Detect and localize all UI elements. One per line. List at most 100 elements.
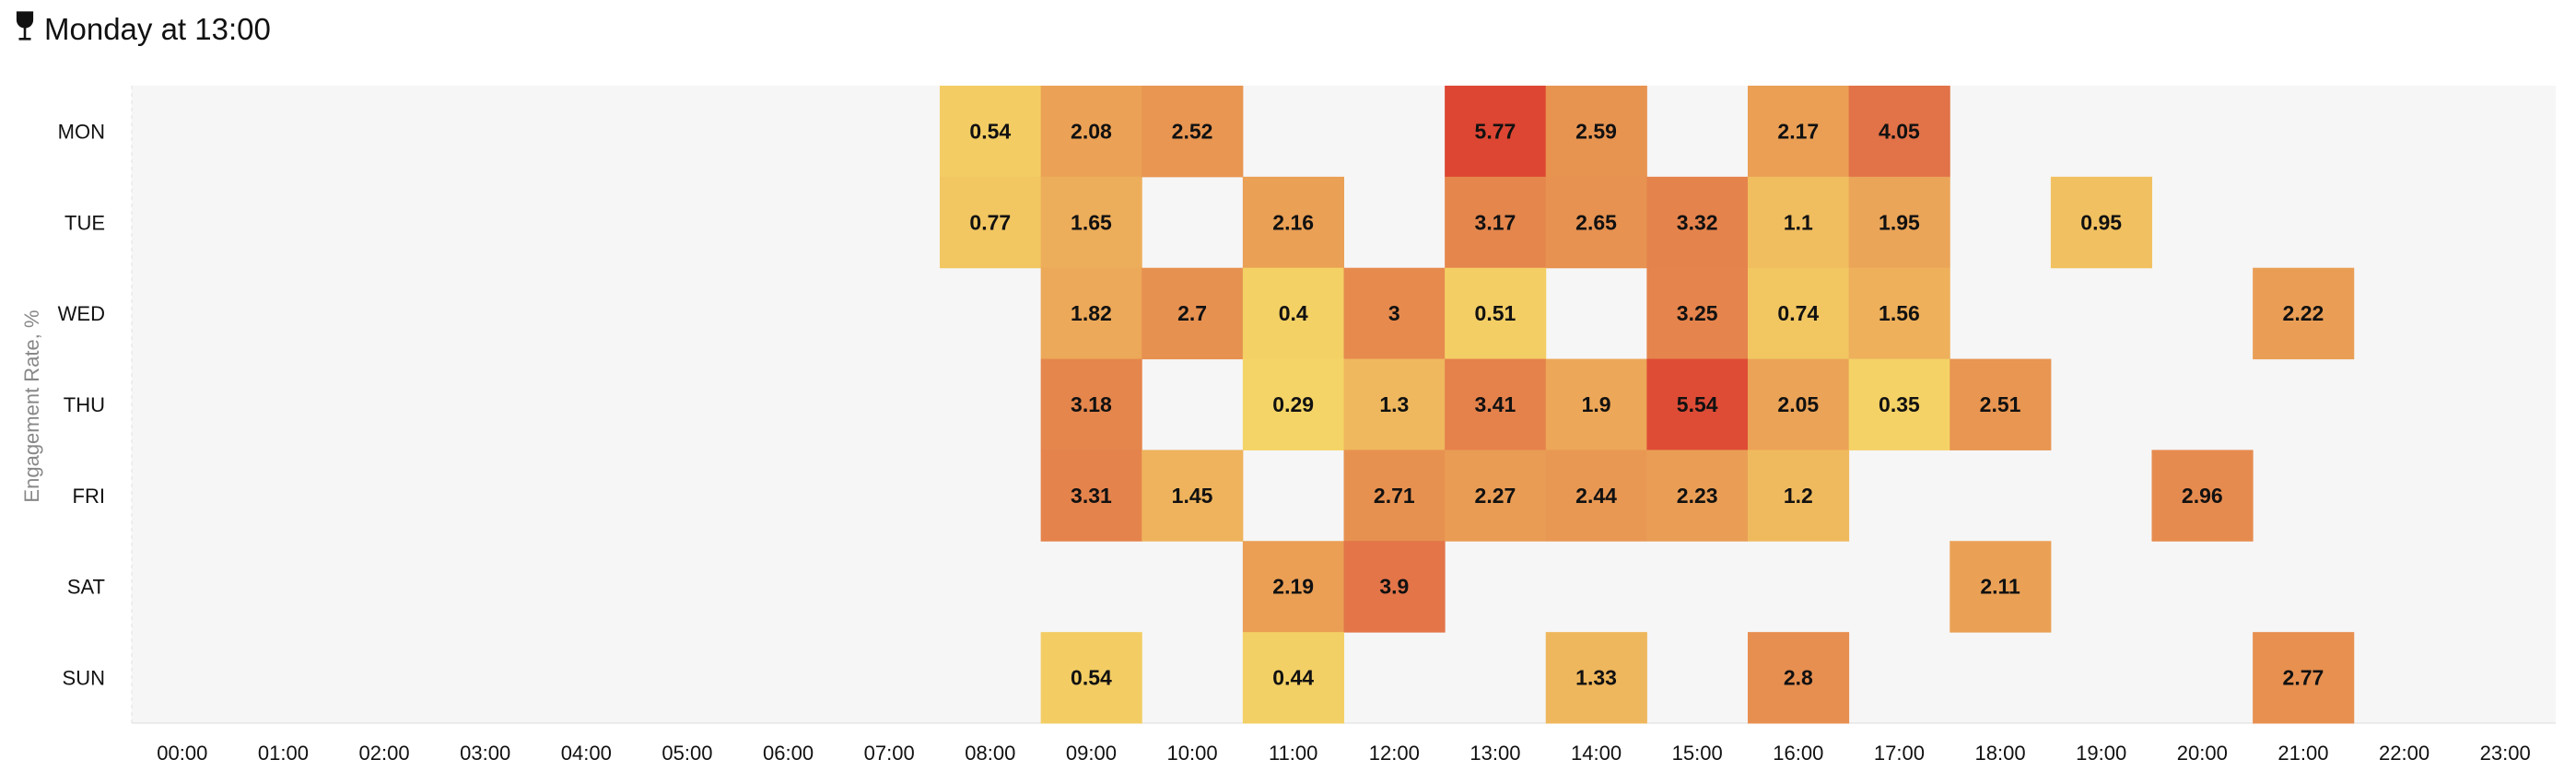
heatmap-cell <box>1445 86 1547 178</box>
cell-value-label: 0.35 <box>1879 392 1920 416</box>
heatmap-cell <box>2253 267 2355 360</box>
cell-value-label: 2.44 <box>1575 484 1617 508</box>
cell-value-label: 4.05 <box>1879 119 1920 143</box>
cell-value-label: 2.08 <box>1071 119 1112 143</box>
x-tick-label: 02:00 <box>359 742 410 765</box>
cell-value-label: 0.51 <box>1475 301 1516 325</box>
heatmap-cell <box>1748 267 1850 360</box>
cell-value-label: 2.19 <box>1272 575 1314 599</box>
heatmap-cell <box>1040 176 1142 269</box>
y-tick-label: MON <box>58 120 105 143</box>
cell-value-label: 2.52 <box>1172 119 1213 143</box>
x-tick-label: 00:00 <box>157 742 207 765</box>
cell-value-label: 0.74 <box>1777 301 1819 325</box>
heatmap-cell <box>1748 632 1850 724</box>
heatmap-cell <box>1242 358 1344 450</box>
cell-value-label: 0.29 <box>1272 392 1314 416</box>
heatmap-cell <box>1545 86 1647 178</box>
best-time-label: Monday at 13:00 <box>44 12 271 46</box>
cell-value-label: 3.9 <box>1379 575 1409 599</box>
heatmap-cell <box>1545 632 1647 724</box>
heatmap-cell <box>1142 267 1244 360</box>
cell-value-label: 2.71 <box>1374 484 1415 508</box>
x-tick-label: 23:00 <box>2480 742 2531 765</box>
heatmap-cell <box>1848 86 1950 178</box>
heatmap-cell <box>2151 450 2254 542</box>
heatmap-cell <box>940 86 1042 178</box>
heatmap-cell <box>1445 176 1547 269</box>
heatmap-cell <box>1040 267 1142 360</box>
y-axis-title: Engagement Rate, % <box>20 310 43 502</box>
x-tick-label: 03:00 <box>460 742 510 765</box>
cell-value-label: 1.65 <box>1071 210 1112 234</box>
heatmap-cell <box>1343 450 1446 542</box>
heatmap-cell <box>1242 176 1344 269</box>
cell-value-label: 2.16 <box>1272 210 1314 234</box>
x-tick-label: 22:00 <box>2379 742 2430 765</box>
x-tick-label: 04:00 <box>561 742 612 765</box>
cell-value-label: 2.77 <box>2283 666 2324 690</box>
cell-value-label: 2.11 <box>1980 575 2020 599</box>
cell-value-label: 3.18 <box>1071 392 1112 416</box>
heatmap-cell <box>1242 632 1344 724</box>
heatmap-cell <box>940 176 1042 269</box>
y-tick-label: TUE <box>64 211 105 234</box>
heatmap-cell <box>1040 358 1142 450</box>
cell-value-label: 0.54 <box>1071 666 1112 690</box>
cell-value-label: 5.54 <box>1677 392 1718 416</box>
heatmap-cell <box>1142 450 1244 542</box>
heatmap-cell <box>1545 358 1647 450</box>
heatmap-cell <box>1242 541 1344 633</box>
heatmap-cell <box>1950 541 2052 633</box>
cell-value-label: 2.23 <box>1677 484 1718 508</box>
x-tick-label: 08:00 <box>965 742 1015 765</box>
cell-value-label: 0.77 <box>969 210 1011 234</box>
heatmap-cell <box>1142 86 1244 178</box>
x-tick-label: 10:00 <box>1167 742 1218 765</box>
cell-value-label: 2.27 <box>1475 484 1516 508</box>
cell-value-label: 3.41 <box>1475 392 1516 416</box>
x-tick-label: 14:00 <box>1571 742 1622 765</box>
cell-value-label: 2.51 <box>1980 392 2021 416</box>
x-tick-label: 20:00 <box>2177 742 2228 765</box>
cell-value-label: 0.44 <box>1272 666 1314 690</box>
cell-value-label: 2.22 <box>2283 301 2324 325</box>
heatmap-cell <box>1950 358 2052 450</box>
cell-value-label: 2.96 <box>2182 484 2223 508</box>
heatmap-cell <box>1646 267 1749 360</box>
heatmap-cell <box>1646 176 1749 269</box>
heatmap-cell <box>1343 541 1446 633</box>
heatmap-cell <box>1040 86 1142 178</box>
x-tick-label: 17:00 <box>1874 742 1925 765</box>
cell-value-label: 1.95 <box>1879 210 1920 234</box>
x-tick-label: 01:00 <box>258 742 309 765</box>
cell-value-label: 1.56 <box>1879 301 1920 325</box>
heatmap-cell <box>1445 358 1547 450</box>
heatmap-cell <box>2253 632 2355 724</box>
chart-title-row: Monday at 13:00 <box>13 9 271 50</box>
y-tick-label: FRI <box>73 485 105 508</box>
cell-value-label: 3.31 <box>1071 484 1112 508</box>
cell-value-label: 1.82 <box>1071 301 1112 325</box>
heatmap-cell <box>1646 358 1749 450</box>
heatmap-cell <box>1748 450 1850 542</box>
cell-value-label: 2.8 <box>1784 666 1813 690</box>
heatmap-cell <box>2050 176 2152 269</box>
x-tick-label: 13:00 <box>1469 742 1520 765</box>
x-tick-label: 21:00 <box>2277 742 2328 765</box>
cell-value-label: 3.25 <box>1677 301 1718 325</box>
heatmap-cell <box>1848 358 1950 450</box>
cell-value-label: 2.59 <box>1575 119 1617 143</box>
cell-value-label: 3.32 <box>1677 210 1718 234</box>
cell-value-label: 5.77 <box>1475 119 1516 143</box>
heatmap-cell <box>1445 267 1547 360</box>
x-tick-label: 18:00 <box>1975 742 2026 765</box>
cell-value-label: 2.7 <box>1177 301 1207 325</box>
y-tick-label: WED <box>58 302 105 325</box>
cell-value-label: 2.17 <box>1777 119 1819 143</box>
heatmap-cell <box>1848 267 1950 360</box>
heatmap-cell <box>1748 358 1850 450</box>
x-tick-label: 05:00 <box>662 742 712 765</box>
cell-value-label: 1.2 <box>1784 484 1813 508</box>
